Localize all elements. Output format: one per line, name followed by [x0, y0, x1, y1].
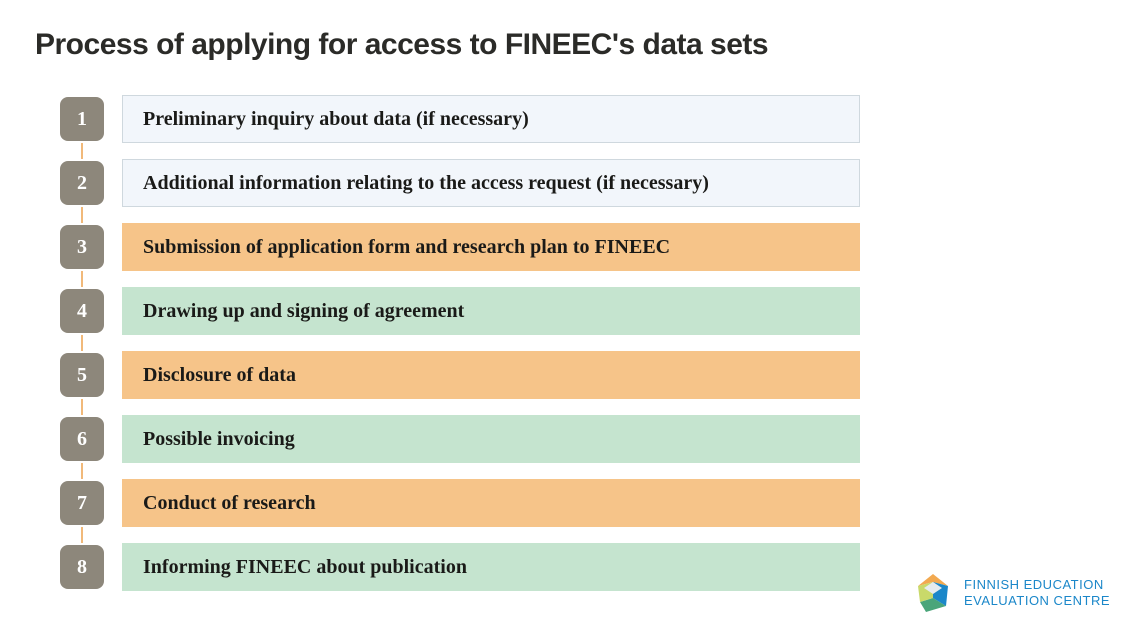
- process-step: 6 Possible invoicing: [60, 415, 860, 463]
- step-number: 2: [60, 161, 104, 205]
- step-connector: [81, 271, 83, 287]
- step-number: 7: [60, 481, 104, 525]
- fineec-logo: FINNISH EDUCATION EVALUATION CENTRE: [912, 572, 1110, 614]
- step-number: 8: [60, 545, 104, 589]
- process-step: 7 Conduct of research: [60, 479, 860, 527]
- process-steps: 1 Preliminary inquiry about data (if nece…: [60, 95, 860, 607]
- logo-text: FINNISH EDUCATION EVALUATION CENTRE: [964, 577, 1110, 610]
- logo-mark-icon: [912, 572, 954, 614]
- step-number: 4: [60, 289, 104, 333]
- step-connector: [81, 527, 83, 543]
- step-connector: [81, 335, 83, 351]
- logo-text-line2: EVALUATION CENTRE: [964, 593, 1110, 609]
- step-number: 3: [60, 225, 104, 269]
- step-connector: [81, 463, 83, 479]
- process-step: 4 Drawing up and signing of agreement: [60, 287, 860, 335]
- process-step: 5 Disclosure of data: [60, 351, 860, 399]
- step-label: Possible invoicing: [122, 415, 860, 463]
- step-connector: [81, 143, 83, 159]
- step-label: Preliminary inquiry about data (if neces…: [122, 95, 860, 143]
- step-label: Conduct of research: [122, 479, 860, 527]
- process-step: 2 Additional information relating to the …: [60, 159, 860, 207]
- step-label: Drawing up and signing of agreement: [122, 287, 860, 335]
- process-step: 8 Informing FINEEC about publication: [60, 543, 860, 591]
- step-label: Submission of application form and resea…: [122, 223, 860, 271]
- step-connector: [81, 399, 83, 415]
- step-label: Additional information relating to the a…: [122, 159, 860, 207]
- step-connector: [81, 207, 83, 223]
- step-label: Disclosure of data: [122, 351, 860, 399]
- step-label: Informing FINEEC about publication: [122, 543, 860, 591]
- logo-text-line1: FINNISH EDUCATION: [964, 577, 1110, 593]
- page-title: Process of applying for access to FINEEC…: [35, 28, 768, 62]
- process-step: 3 Submission of application form and rese…: [60, 223, 860, 271]
- step-number: 5: [60, 353, 104, 397]
- step-number: 1: [60, 97, 104, 141]
- process-step: 1 Preliminary inquiry about data (if nece…: [60, 95, 860, 143]
- step-number: 6: [60, 417, 104, 461]
